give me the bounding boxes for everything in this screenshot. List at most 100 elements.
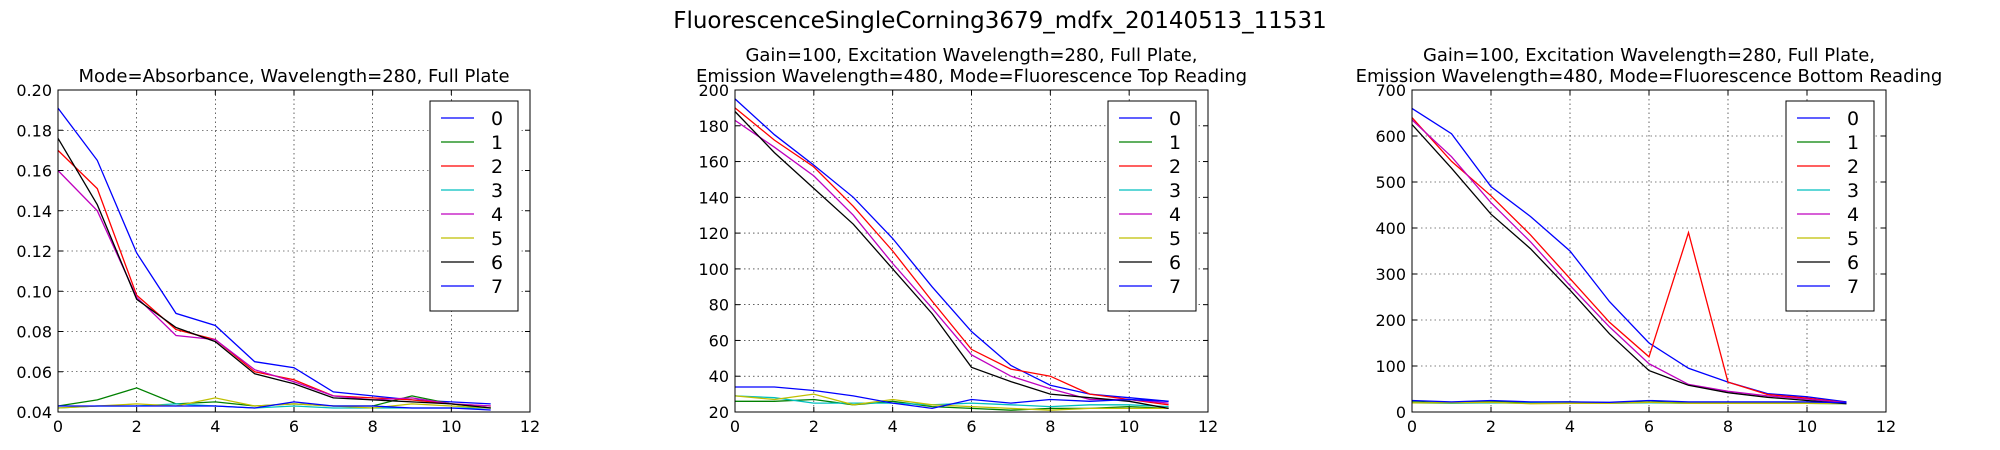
y-tick-label: 120 <box>698 224 729 243</box>
legend-label: 4 <box>1847 204 1859 226</box>
legend-label: 1 <box>1169 132 1181 154</box>
legend-label: 4 <box>1169 204 1181 226</box>
legend-label: 6 <box>1847 252 1859 274</box>
subplot-fluorescence-bottom: Gain=100, Excitation Wavelength=280, Ful… <box>1356 45 1943 436</box>
x-tick-label: 4 <box>210 417 220 436</box>
subplot-absorbance: Mode=Absorbance, Wavelength=280, Full Pl… <box>16 66 540 436</box>
chart-title: Emission Wavelength=480, Mode=Fluorescen… <box>1356 66 1943 87</box>
series-line-7 <box>58 401 491 411</box>
y-tick-label: 0.18 <box>16 121 52 140</box>
legend-label: 0 <box>1847 108 1859 130</box>
legend-box <box>1107 100 1197 312</box>
legend-label: 2 <box>1169 156 1181 178</box>
legend-label: 5 <box>491 228 503 250</box>
series-line-7 <box>1411 399 1847 404</box>
y-tick-label: 700 <box>1375 81 1406 100</box>
series-line-0 <box>1411 107 1847 403</box>
y-tick-label: 80 <box>709 296 729 315</box>
x-tick-label: 10 <box>1797 417 1817 436</box>
y-tick-label: 100 <box>698 260 729 279</box>
series-line-6 <box>734 111 1169 410</box>
legend-label: 2 <box>491 156 503 178</box>
legend-label: 3 <box>491 180 503 202</box>
legend-label: 7 <box>1847 276 1859 298</box>
chart-title: Gain=100, Excitation Wavelength=280, Ful… <box>745 45 1197 66</box>
series-line-0 <box>57 107 491 405</box>
series-line-4 <box>1411 119 1847 404</box>
legend-label: 1 <box>491 132 503 154</box>
legend-label: 5 <box>1169 228 1181 250</box>
y-tick-label: 200 <box>1375 311 1406 330</box>
x-tick-label: 4 <box>1565 417 1575 436</box>
x-tick-label: 8 <box>368 417 378 436</box>
x-tick-label: 6 <box>289 417 299 436</box>
legend-label: 7 <box>1169 276 1181 298</box>
legend-label: 7 <box>491 276 503 298</box>
legend-label: 6 <box>491 252 503 274</box>
y-tick-label: 0.16 <box>16 162 52 181</box>
y-tick-label: 200 <box>698 81 729 100</box>
y-tick-label: 40 <box>709 367 729 386</box>
y-tick-label: 0.14 <box>16 202 52 221</box>
y-tick-label: 0 <box>1396 403 1406 422</box>
legend-label: 4 <box>491 204 503 226</box>
x-tick-label: 6 <box>1644 417 1654 436</box>
series-line-2 <box>734 107 1169 406</box>
x-tick-label: 4 <box>888 417 898 436</box>
legend-label: 3 <box>1847 180 1859 202</box>
series-line-0 <box>734 98 1169 402</box>
chart-title: Mode=Absorbance, Wavelength=280, Full Pl… <box>78 66 509 87</box>
y-tick-label: 60 <box>709 331 729 350</box>
series-line-4 <box>734 119 1169 404</box>
x-tick-label: 0 <box>730 417 740 436</box>
x-tick-label: 6 <box>966 417 976 436</box>
y-tick-label: 0.10 <box>16 282 52 301</box>
legend-label: 1 <box>1847 132 1859 154</box>
legend-label: 0 <box>491 108 503 130</box>
y-tick-label: 180 <box>698 117 729 136</box>
x-tick-label: 12 <box>520 417 540 436</box>
y-tick-label: 100 <box>1375 357 1406 376</box>
legend-label: 6 <box>1169 252 1181 274</box>
series-line-6 <box>1411 124 1847 405</box>
y-tick-label: 500 <box>1375 173 1406 192</box>
y-tick-label: 20 <box>709 403 729 422</box>
series-line-5 <box>734 393 1169 411</box>
x-tick-label: 8 <box>1045 417 1055 436</box>
y-tick-label: 400 <box>1375 219 1406 238</box>
x-tick-label: 12 <box>1198 417 1218 436</box>
x-tick-label: 10 <box>441 417 461 436</box>
series-line-5 <box>1412 401 1847 405</box>
x-tick-label: 2 <box>1486 417 1496 436</box>
legend-label: 5 <box>1847 228 1859 250</box>
legend-label: 3 <box>1169 180 1181 202</box>
series-line-4 <box>57 170 491 407</box>
legend-label: 0 <box>1169 108 1181 130</box>
legend-box <box>1785 100 1875 312</box>
y-tick-label: 0.12 <box>16 242 52 261</box>
series-line-6 <box>57 137 491 409</box>
series-line-7 <box>735 386 1169 410</box>
y-tick-label: 160 <box>698 153 729 172</box>
x-tick-label: 10 <box>1119 417 1139 436</box>
x-tick-label: 0 <box>1407 417 1417 436</box>
x-tick-label: 0 <box>53 417 63 436</box>
y-tick-label: 300 <box>1375 265 1406 284</box>
y-tick-label: 140 <box>698 188 729 207</box>
legend-box <box>429 100 519 312</box>
series-line-2 <box>57 149 491 407</box>
chart-title: Emission Wavelength=480, Mode=Fluorescen… <box>696 66 1247 87</box>
y-tick-label: 600 <box>1375 127 1406 146</box>
legend-label: 2 <box>1847 156 1859 178</box>
x-tick-label: 2 <box>132 417 142 436</box>
y-tick-label: 0.20 <box>16 81 52 100</box>
y-tick-label: 0.04 <box>16 403 52 422</box>
y-tick-label: 0.08 <box>16 323 52 342</box>
series-line-2 <box>1411 117 1847 404</box>
chart-title: Gain=100, Excitation Wavelength=280, Ful… <box>1423 45 1875 66</box>
subplot-fluorescence-top: Gain=100, Excitation Wavelength=280, Ful… <box>696 45 1247 436</box>
